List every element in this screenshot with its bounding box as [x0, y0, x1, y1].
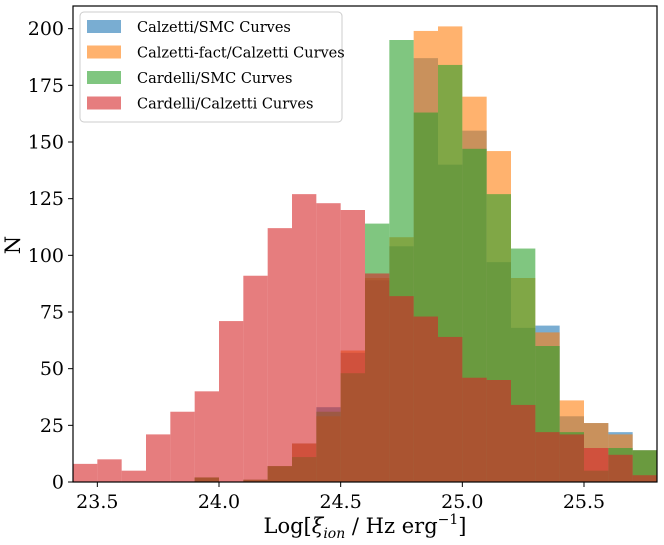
bars-layer	[73, 26, 657, 483]
legend-swatch	[87, 71, 121, 84]
histogram-bar	[486, 380, 511, 482]
x-tick-label: 23.5	[76, 491, 118, 513]
x-tick-label: 24.0	[198, 491, 240, 513]
histogram-bar	[389, 296, 414, 482]
histogram-bar	[535, 432, 560, 482]
x-tick-label: 25.0	[441, 491, 483, 513]
histogram-bar	[219, 321, 244, 482]
histogram-bar	[413, 316, 438, 482]
y-tick-label: 175	[28, 75, 64, 97]
legend-label: Calzetti/SMC Curves	[137, 20, 291, 36]
y-tick-label: 125	[28, 188, 64, 210]
legend: Calzetti/SMC Curves Calzetti-fact/Calzett…	[79, 11, 345, 123]
histogram-bar	[511, 404, 536, 482]
histogram-bar	[73, 463, 98, 482]
y-tick-label: 75	[40, 302, 64, 324]
histogram-bar	[243, 275, 268, 482]
histogram-bar	[340, 210, 365, 482]
y-axis-ticks: 0 25 50 75 100 125 150 175 200	[28, 18, 73, 494]
legend-label: Calzetti-fact/Calzetti Curves	[137, 46, 345, 62]
histogram-bar	[632, 475, 657, 482]
histogram-bar	[438, 336, 463, 482]
legend-label: Cardelli/Calzetti Curves	[137, 97, 313, 113]
histogram-bar	[97, 459, 122, 482]
histogram-bar	[559, 434, 584, 482]
x-axis-ticks: 23.5 24.0 24.5 25.0 25.5	[76, 482, 605, 513]
legend-box	[79, 11, 343, 123]
x-tick-label: 25.5	[563, 491, 605, 513]
histogram-bar	[608, 454, 633, 482]
series-3	[73, 194, 657, 482]
histogram-bar	[170, 411, 195, 482]
histogram-bar	[146, 434, 171, 482]
histogram-bar	[194, 391, 219, 482]
plot-frame	[72, 5, 658, 483]
y-axis-label: N	[1, 236, 25, 254]
y-tick-label: 50	[40, 358, 64, 380]
legend-swatch	[87, 96, 121, 110]
histogram-bar	[121, 470, 146, 482]
y-tick-label: 150	[28, 132, 64, 154]
histogram-bar	[462, 377, 487, 482]
histogram-bar	[292, 194, 317, 482]
histogram-bar	[365, 273, 390, 482]
y-tick-label: 200	[28, 18, 64, 40]
legend-swatch	[87, 20, 121, 33]
legend-label: Cardelli/SMC Curves	[137, 71, 292, 87]
histogram-bar	[584, 448, 609, 482]
y-tick-label: 0	[52, 472, 64, 494]
y-tick-label: 100	[28, 245, 64, 267]
histogram-bar	[316, 203, 341, 482]
x-axis-label: Log[ξion / Hz erg−1]	[264, 512, 467, 542]
x-tick-label: 24.5	[320, 491, 362, 513]
y-tick-label: 25	[40, 415, 64, 437]
legend-swatch	[87, 45, 121, 59]
histogram-bar	[267, 228, 292, 482]
